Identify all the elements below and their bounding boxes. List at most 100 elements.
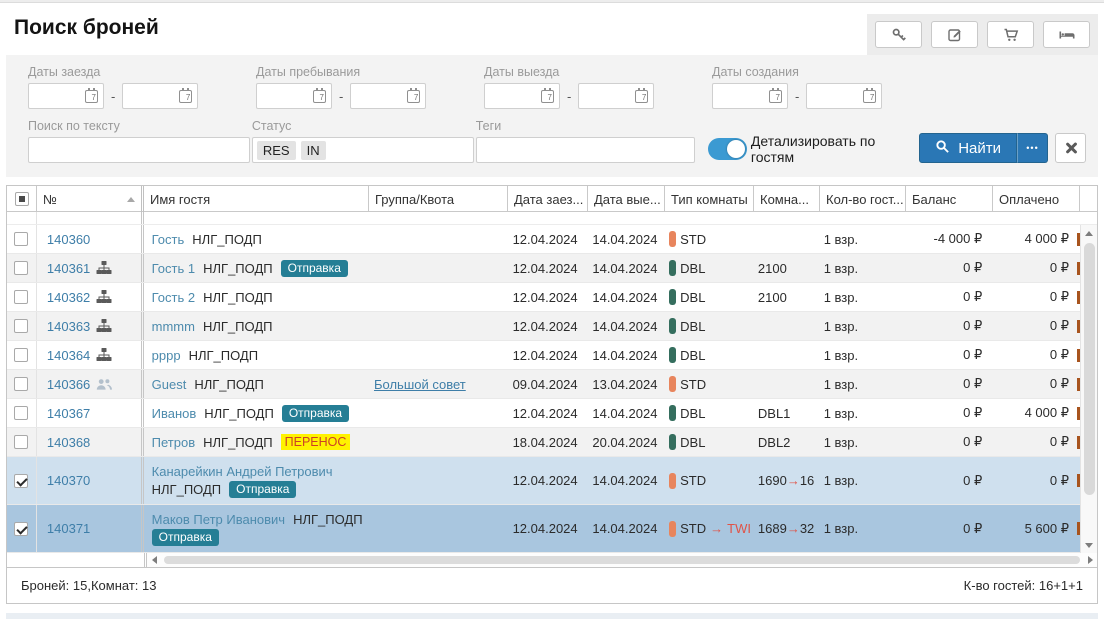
guest-detail-toggle[interactable] — [708, 138, 747, 160]
booking-id-link[interactable]: 140364 — [47, 348, 90, 363]
arrival-date-from-input[interactable]: 7 — [28, 83, 104, 109]
edit-icon — [947, 27, 963, 43]
find-more-button[interactable]: ••• — [1017, 133, 1048, 163]
scroll-right-arrow[interactable] — [1083, 553, 1097, 567]
text-search-input[interactable] — [28, 137, 250, 163]
table-row[interactable]: 140361 Гость 1 НЛГ_ПОДП Отправка 12.04.2… — [7, 254, 1080, 283]
key-button[interactable] — [875, 21, 922, 48]
booking-id-link[interactable]: 140361 — [47, 261, 90, 276]
booking-id-cell: 140366 — [37, 370, 144, 398]
stay-date-to-input[interactable]: 7 — [350, 83, 426, 109]
calendar-icon[interactable]: 7 — [541, 90, 554, 103]
cart-button[interactable] — [987, 21, 1034, 48]
room-change-arrow-icon: → — [787, 521, 800, 536]
calendar-icon[interactable]: 7 — [863, 90, 876, 103]
row-checkbox[interactable] — [14, 377, 28, 391]
group-cell — [368, 341, 507, 369]
clear-filters-button[interactable] — [1055, 133, 1086, 163]
scroll-up-arrow[interactable] — [1081, 225, 1097, 241]
table-row[interactable]: 140360 Гость НЛГ_ПОДП 12.04.2024 14.04.2… — [7, 225, 1080, 254]
select-all-checkbox[interactable] — [15, 192, 29, 206]
arrival-date-to-input[interactable]: 7 — [122, 83, 198, 109]
horizontal-scrollbar[interactable] — [147, 553, 1097, 567]
status-tag-res[interactable]: RES — [257, 141, 296, 160]
guest-cell: Канарейкин Андрей Петрович НЛГ_ПОДП Отпр… — [144, 457, 368, 504]
scroll-down-arrow[interactable] — [1081, 537, 1097, 553]
row-checkbox[interactable] — [14, 522, 28, 536]
room-cell — [752, 370, 818, 398]
row-checkbox[interactable] — [14, 435, 28, 449]
arrival-date: 12.04.2024 — [507, 283, 587, 311]
room-label: DBL2 — [758, 435, 791, 450]
balance-value: 0 ₽ — [903, 341, 990, 369]
calendar-icon[interactable]: 7 — [179, 90, 192, 103]
departure-date-to-input[interactable]: 7 — [578, 83, 654, 109]
table-row[interactable]: 140364 pppp НЛГ_ПОДП 12.04.2024 14.04.20… — [7, 341, 1080, 370]
col-header-room-type[interactable]: Тип комнаты — [665, 186, 754, 212]
vertical-scroll-thumb[interactable] — [1084, 243, 1095, 495]
guest-cell: Петров НЛГ_ПОДП ПЕРЕНОС — [144, 428, 368, 456]
calendar-icon[interactable]: 7 — [769, 90, 782, 103]
booking-id-link[interactable]: 140366 — [47, 377, 90, 392]
stay-date-from-input[interactable]: 7 — [256, 83, 332, 109]
table-row[interactable]: 140362 Гость 2 НЛГ_ПОДП 12.04.2024 14.04… — [7, 283, 1080, 312]
row-checkbox[interactable] — [14, 290, 28, 304]
creation-date-to-input[interactable]: 7 — [806, 83, 882, 109]
calendar-icon[interactable]: 7 — [313, 90, 326, 103]
booking-id-cell: 140371 — [37, 505, 144, 552]
creation-date-from-input[interactable]: 7 — [712, 83, 788, 109]
filter-label: Даты заезда — [28, 65, 256, 79]
status-input[interactable]: RES IN — [252, 137, 474, 163]
calendar-icon[interactable]: 7 — [407, 90, 420, 103]
table-row[interactable]: 140366 Guest НЛГ_ПОДП Большой совет 09.0… — [7, 370, 1080, 399]
row-checkbox[interactable] — [14, 261, 28, 275]
col-header-guest-count[interactable]: Кол-во гост... — [820, 186, 906, 212]
booking-id-link[interactable]: 140363 — [47, 319, 90, 334]
horizontal-scroll-thumb[interactable] — [164, 556, 1080, 564]
bed-button[interactable] — [1043, 21, 1090, 48]
booking-id-link[interactable]: 140360 — [47, 232, 90, 247]
room-type-marker — [669, 260, 676, 276]
table-row[interactable]: 140368 Петров НЛГ_ПОДП ПЕРЕНОС 18.04.202… — [7, 428, 1080, 457]
col-header-departure[interactable]: Дата вые... — [588, 186, 665, 212]
booking-id-link[interactable]: 140367 — [47, 406, 90, 421]
booking-id-link[interactable]: 140371 — [47, 521, 90, 536]
vertical-scrollbar[interactable] — [1080, 225, 1097, 553]
room-cell: 1689 → 32 — [752, 505, 818, 552]
filter-panel: Даты заезда 7 - 7 Даты пребывания 7 - 7 — [6, 55, 1098, 177]
table-row[interactable]: 140363 mmmm НЛГ_ПОДП 12.04.2024 14.04.20… — [7, 312, 1080, 341]
col-header-balance[interactable]: Баланс — [906, 186, 993, 212]
row-checkbox[interactable] — [14, 474, 28, 488]
row-checkbox[interactable] — [14, 406, 28, 420]
table-row[interactable]: 140370 Канарейкин Андрей Петрович НЛГ_ПО… — [7, 457, 1080, 505]
group-link[interactable]: Большой совет — [374, 377, 466, 392]
balance-value: 0 ₽ — [903, 457, 990, 504]
edit-button[interactable] — [931, 21, 978, 48]
col-header-guest[interactable]: Имя гостя — [144, 186, 369, 212]
calendar-icon[interactable]: 7 — [635, 90, 648, 103]
col-header-paid[interactable]: Оплачено — [993, 186, 1080, 212]
room-type-label: STD — [680, 473, 706, 488]
row-checkbox[interactable] — [14, 319, 28, 333]
room-cell: 2100 — [752, 283, 818, 311]
col-header-arrival[interactable]: Дата заез... — [508, 186, 588, 212]
find-button[interactable]: Найти — [919, 133, 1017, 163]
room-type-change-arrow-icon: → — [710, 521, 723, 536]
col-header-room[interactable]: Комна... — [754, 186, 820, 212]
status-tag-in[interactable]: IN — [301, 141, 326, 160]
booking-id-link[interactable]: 140362 — [47, 290, 90, 305]
col-header-number[interactable]: № — [37, 186, 144, 212]
booking-id-link[interactable]: 140370 — [47, 473, 90, 488]
summary-footer: Броней: 15,Комнат: 13 К-во гостей: 16+1+… — [6, 568, 1098, 604]
table-row[interactable]: 140367 Иванов НЛГ_ПОДП Отправка 12.04.20… — [7, 399, 1080, 428]
booking-id-link[interactable]: 140368 — [47, 435, 90, 450]
tags-input[interactable] — [476, 137, 695, 163]
room-type-marker — [669, 405, 676, 421]
col-header-group[interactable]: Группа/Квота — [369, 186, 508, 212]
table-row[interactable]: 140371 Маков Петр Иванович НЛГ_ПОДП Отпр… — [7, 505, 1080, 553]
departure-date-from-input[interactable]: 7 — [484, 83, 560, 109]
scroll-left-arrow[interactable] — [147, 553, 161, 567]
row-checkbox[interactable] — [14, 348, 28, 362]
row-checkbox[interactable] — [14, 232, 28, 246]
calendar-icon[interactable]: 7 — [85, 90, 98, 103]
